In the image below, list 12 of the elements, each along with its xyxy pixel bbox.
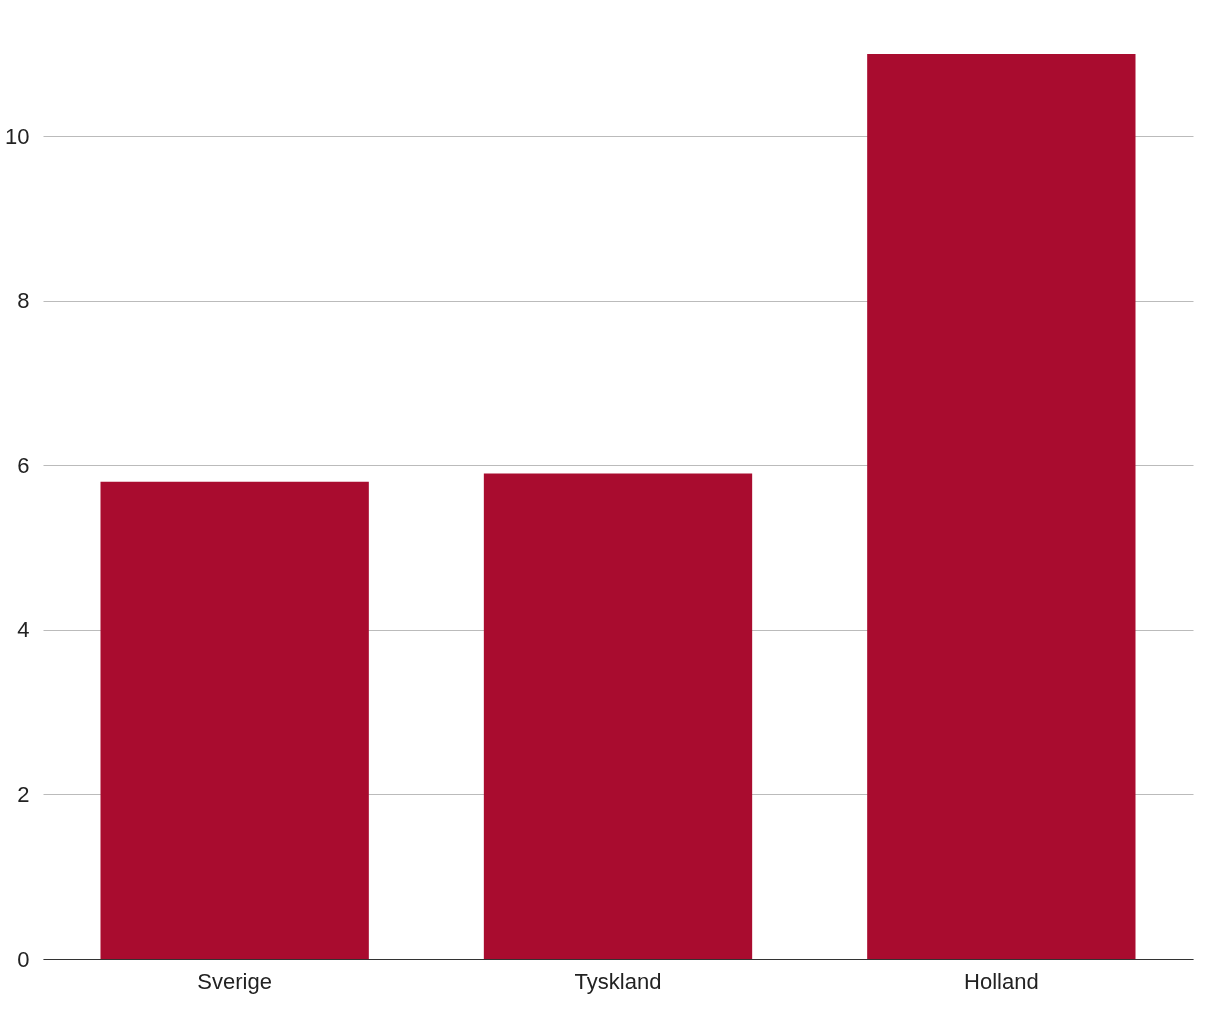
y-tick-label: 4 [17,617,30,643]
y-tick-label: 6 [17,452,30,478]
y-tick-label: 2 [17,781,30,807]
y-tick-label: 8 [17,288,30,314]
x-tick-label: Sverige [197,968,272,994]
bar [100,481,369,959]
bar [867,54,1136,959]
y-tick-label: 0 [17,946,30,972]
x-tick-label: Holland [964,968,1039,994]
bar [483,473,753,959]
y-tick-label: 10 [5,123,30,149]
x-tick-label: Tyskland [574,968,662,994]
